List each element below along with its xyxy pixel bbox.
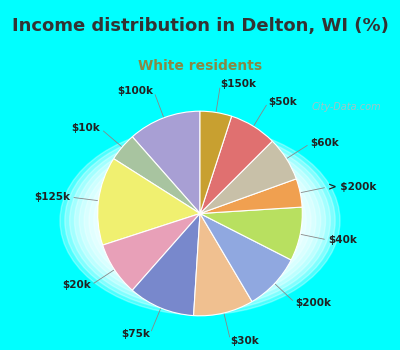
- Wedge shape: [132, 214, 200, 316]
- Text: $60k: $60k: [310, 138, 339, 148]
- Circle shape: [104, 156, 296, 286]
- Text: City-Data.com: City-Data.com: [312, 102, 382, 112]
- Wedge shape: [200, 214, 291, 302]
- Wedge shape: [132, 111, 200, 214]
- Text: $10k: $10k: [72, 124, 100, 133]
- Circle shape: [156, 191, 244, 250]
- Wedge shape: [194, 214, 252, 316]
- Circle shape: [152, 188, 248, 253]
- Wedge shape: [103, 214, 200, 290]
- Text: $50k: $50k: [268, 97, 297, 107]
- Circle shape: [99, 152, 301, 289]
- Circle shape: [166, 198, 234, 243]
- Text: $40k: $40k: [328, 235, 357, 245]
- Circle shape: [132, 175, 268, 266]
- Circle shape: [65, 130, 335, 312]
- Circle shape: [142, 182, 258, 260]
- Circle shape: [176, 204, 224, 237]
- Circle shape: [123, 169, 277, 273]
- Circle shape: [128, 172, 272, 270]
- Circle shape: [118, 165, 282, 276]
- Wedge shape: [200, 179, 302, 214]
- Wedge shape: [200, 141, 296, 214]
- Circle shape: [60, 126, 340, 315]
- Circle shape: [70, 133, 330, 308]
- Circle shape: [171, 201, 229, 240]
- Wedge shape: [98, 159, 200, 245]
- Circle shape: [79, 139, 321, 302]
- Text: $20k: $20k: [62, 280, 90, 290]
- Circle shape: [94, 149, 306, 292]
- Circle shape: [74, 136, 326, 305]
- Wedge shape: [200, 207, 302, 260]
- Circle shape: [84, 142, 316, 299]
- Text: Income distribution in Delton, WI (%): Income distribution in Delton, WI (%): [12, 17, 388, 35]
- Text: $75k: $75k: [121, 329, 150, 340]
- Circle shape: [137, 178, 263, 263]
- Text: $100k: $100k: [118, 86, 154, 96]
- Wedge shape: [200, 116, 272, 214]
- Circle shape: [108, 159, 292, 282]
- Text: White residents: White residents: [138, 59, 262, 73]
- Wedge shape: [200, 111, 232, 214]
- Text: $30k: $30k: [230, 336, 259, 346]
- Text: $125k: $125k: [34, 192, 70, 202]
- Text: $150k: $150k: [220, 79, 256, 89]
- Circle shape: [161, 195, 239, 247]
- Text: $200k: $200k: [296, 298, 332, 308]
- Text: > $200k: > $200k: [328, 182, 377, 192]
- Wedge shape: [114, 137, 200, 214]
- Circle shape: [113, 162, 287, 279]
- Circle shape: [147, 185, 253, 257]
- Circle shape: [89, 146, 311, 295]
